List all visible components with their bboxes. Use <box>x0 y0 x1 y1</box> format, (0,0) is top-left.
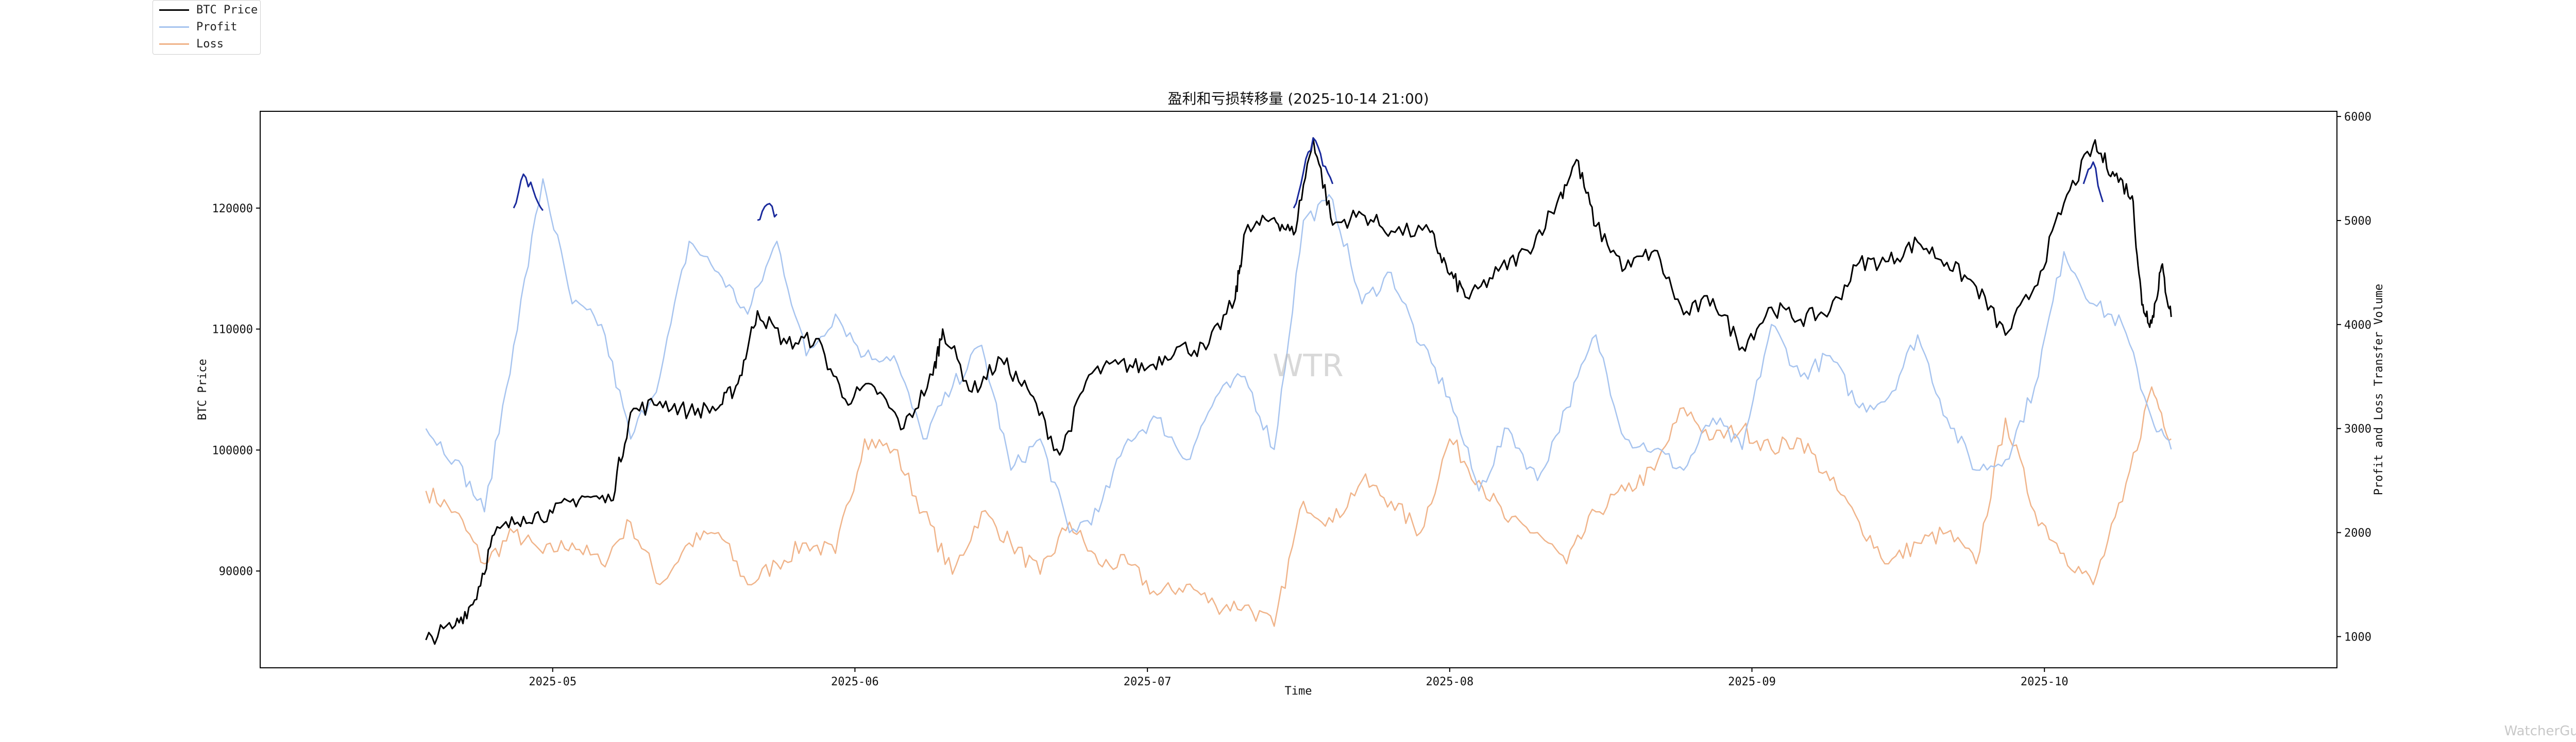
price-highlight-segment-1 <box>757 203 778 221</box>
y-axis-left-label: BTC Price <box>196 359 209 420</box>
legend-item-price: BTC Price <box>159 2 258 18</box>
legend-label-profit: Profit <box>196 20 238 33</box>
x-tick-label-4: 2025-09 <box>1728 676 1776 688</box>
legend-swatch-price <box>159 9 189 11</box>
y-left-tick-label-0: 90000 <box>219 565 253 578</box>
legend-label-loss: Loss <box>196 37 224 50</box>
x-tick-label-0: 2025-05 <box>529 676 577 688</box>
plot-area <box>260 111 2337 668</box>
y-right-tick-label-3: 4000 <box>2344 319 2371 332</box>
price-highlight-segment-0 <box>513 173 544 211</box>
x-axis-label: Time <box>1285 685 1312 698</box>
chart-title: 盈利和亏损转移量 (2025-10-14 21:00) <box>1167 90 1429 107</box>
legend-swatch-loss <box>159 43 189 45</box>
y-right-tick-label-1: 2000 <box>2344 527 2371 540</box>
price-highlight-segment-3 <box>2082 161 2104 203</box>
y-axis-right-label: Profit and Loss Transfer Volume <box>2372 284 2385 496</box>
y-left-tick-label-2: 110000 <box>212 324 253 336</box>
x-tick-label-3: 2025-08 <box>1426 676 1473 688</box>
y-right-tick-label-5: 6000 <box>2344 111 2371 124</box>
x-tick-label-2: 2025-07 <box>1124 676 1172 688</box>
y-left-tick-label-3: 120000 <box>212 203 253 215</box>
legend-swatch-profit <box>159 26 189 28</box>
price-highlight-segment-2 <box>1293 137 1334 209</box>
y-right-tick-label-4: 5000 <box>2344 215 2371 228</box>
y-right-tick-label-0: 1000 <box>2344 631 2371 644</box>
loss-series-line <box>425 386 2172 627</box>
price-series-line <box>425 137 2172 645</box>
x-tick-label-1: 2025-06 <box>831 676 879 688</box>
legend: BTC Price Profit Loss <box>152 0 261 55</box>
profit-series-line <box>425 178 2172 533</box>
y-left-tick-label-1: 100000 <box>212 444 253 457</box>
y-right-tick-label-2: 3000 <box>2344 423 2371 436</box>
x-tick-label-5: 2025-10 <box>2021 676 2069 688</box>
legend-item-profit: Profit <box>159 19 237 35</box>
legend-label-price: BTC Price <box>196 3 258 16</box>
footer-watermark: WatcherGuru <box>2504 723 2576 739</box>
legend-item-loss: Loss <box>159 36 224 52</box>
watermark: WTR <box>1273 348 1344 384</box>
